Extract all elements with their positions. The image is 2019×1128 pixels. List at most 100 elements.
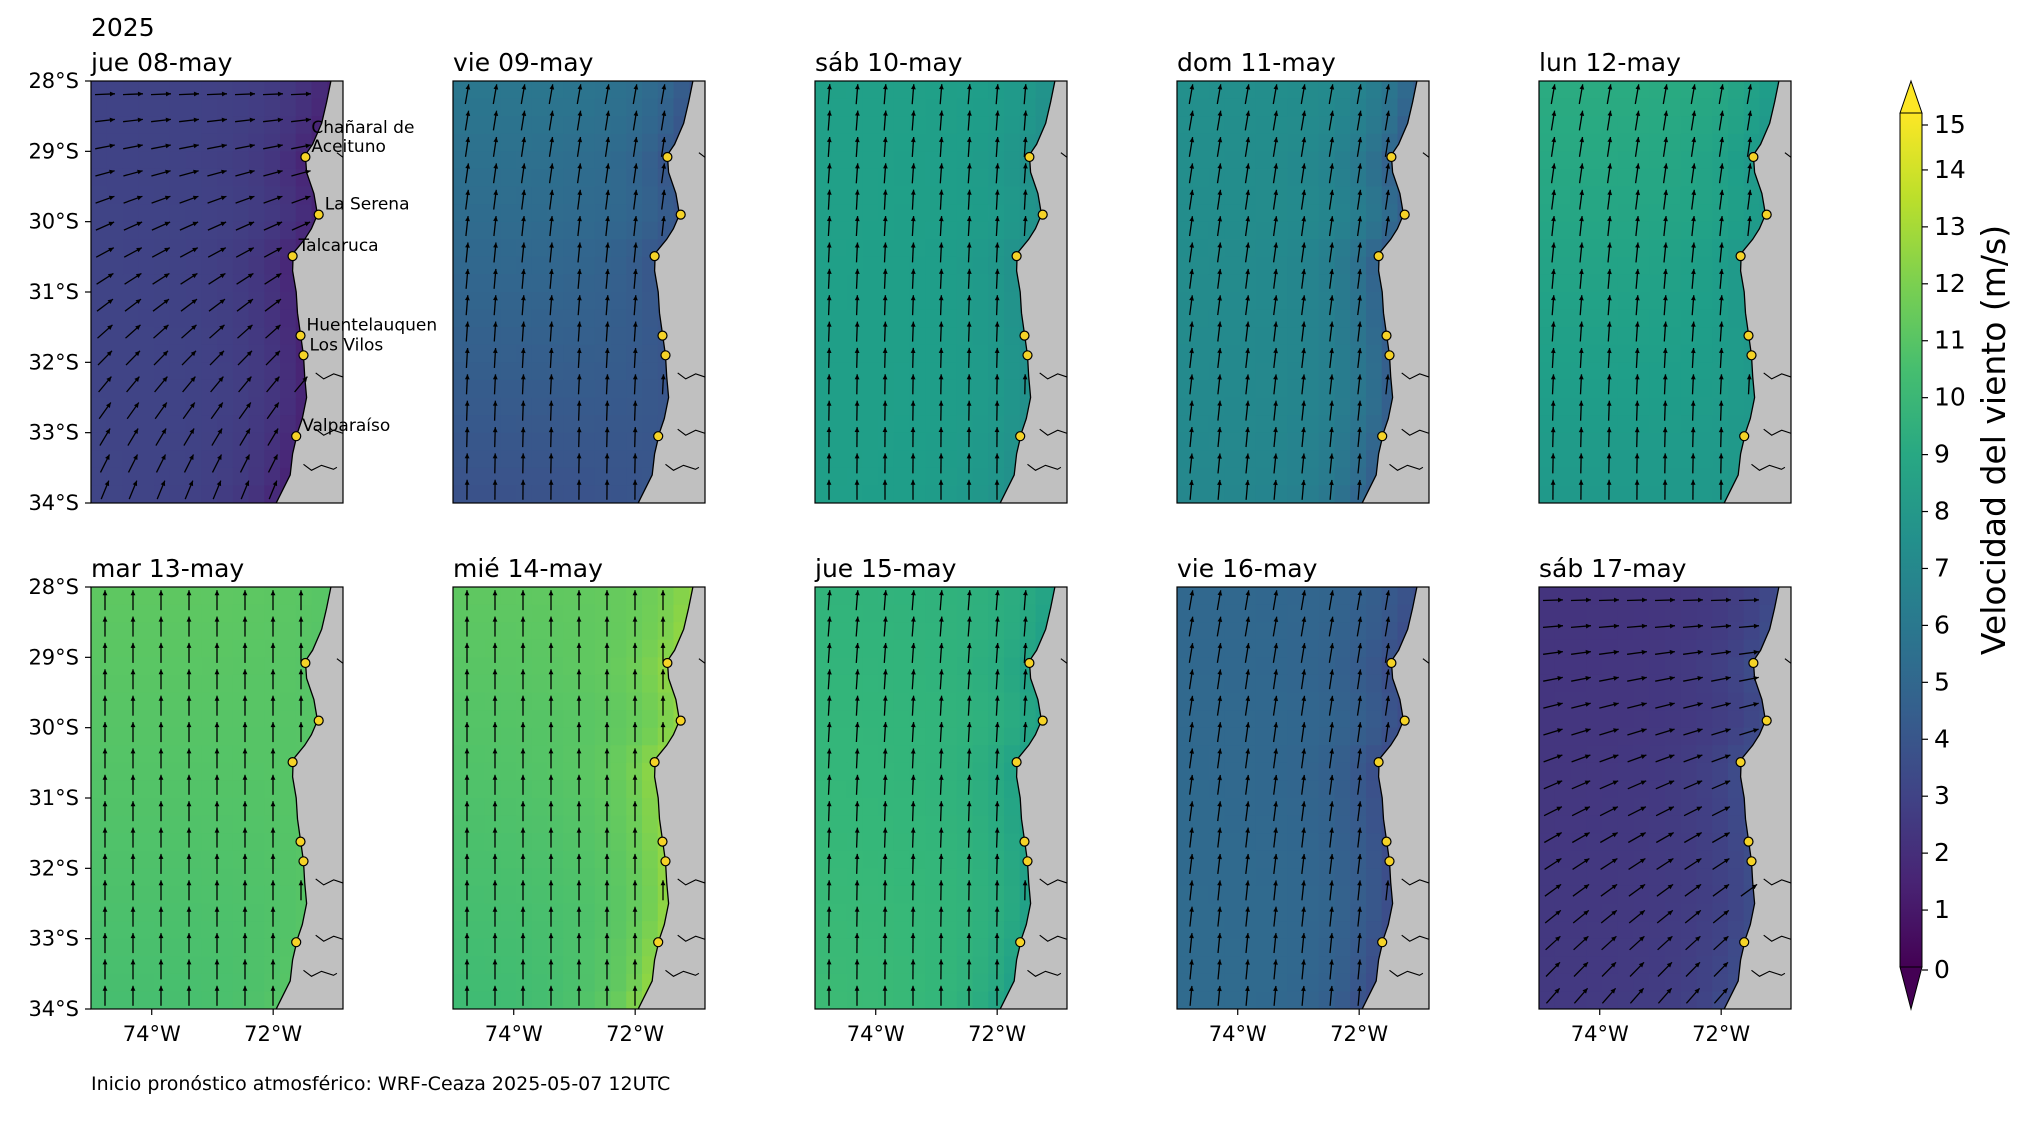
- wind-arrow-head: [548, 453, 554, 459]
- wind-speed-cell: [264, 485, 281, 503]
- wind-arrow-head: [158, 801, 164, 807]
- wind-speed-cell: [642, 362, 659, 381]
- wind-arrow-head: [910, 400, 916, 406]
- wind-arrow-head: [938, 137, 944, 143]
- wind-speed-cell: [830, 415, 848, 434]
- wind-arrow-head: [995, 669, 1000, 675]
- wind-arrow-head: [1606, 321, 1612, 327]
- wind-arrow-head: [102, 695, 108, 701]
- location-marker: [287, 757, 298, 768]
- wind-speed-cell: [972, 587, 989, 606]
- wind-speed-cell: [154, 991, 171, 1009]
- wind-arrow-head: [854, 400, 860, 406]
- wind-speed-cell: [484, 639, 501, 658]
- wind-speed-cell: [1004, 415, 1021, 434]
- wind-speed-cell: [1004, 186, 1021, 205]
- wind-arrow-head: [186, 669, 192, 675]
- wind-arrow-head: [577, 137, 583, 143]
- wind-speed-cell: [1586, 221, 1603, 240]
- wind-speed-cell: [972, 745, 989, 764]
- wind-speed-cell: [547, 379, 564, 399]
- wind-speed-cell: [531, 885, 549, 905]
- wind-speed-cell: [846, 204, 863, 223]
- wind-speed-cell: [878, 450, 895, 469]
- wind-speed-cell: [531, 587, 549, 606]
- wind-speed-cell: [563, 815, 580, 834]
- wind-arrow-head: [966, 722, 972, 728]
- wind-speed-cell: [563, 292, 580, 311]
- wind-speed-cell: [1255, 221, 1273, 240]
- wind-speed-cell: [122, 397, 139, 416]
- region-border: [1784, 152, 1791, 158]
- wind-speed-cell: [815, 710, 832, 729]
- wind-speed-cell: [815, 762, 832, 782]
- wind-arrow-head: [966, 242, 972, 248]
- wind-arrow-head: [464, 616, 470, 622]
- wind-speed-cell: [1255, 256, 1273, 276]
- wind-speed-cell: [468, 450, 486, 469]
- wind-speed-cell: [106, 868, 124, 887]
- wind-speed-cell: [1665, 221, 1682, 240]
- wind-speed-cell: [264, 256, 281, 276]
- wind-arrow-head: [660, 695, 666, 701]
- wind-speed-cell: [122, 798, 139, 817]
- wind-speed-cell: [138, 991, 155, 1009]
- wind-speed-cell: [925, 815, 942, 834]
- wind-speed-cell: [830, 239, 848, 258]
- wind-speed-cell: [862, 833, 879, 852]
- wind-arrow-head: [158, 695, 164, 701]
- wind-speed-cell: [972, 221, 989, 240]
- wind-speed-cell: [516, 710, 533, 729]
- wind-speed-cell: [232, 309, 250, 328]
- wind-arrow-head: [633, 137, 639, 143]
- wind-speed-cell: [217, 379, 234, 399]
- wind-arrow-head: [826, 453, 832, 459]
- wind-speed-cell: [956, 727, 974, 746]
- wind-speed-cell: [830, 256, 848, 276]
- wind-speed-cell: [1743, 204, 1761, 223]
- wind-speed-cell: [830, 204, 848, 223]
- wind-speed-cell: [610, 168, 627, 188]
- wind-speed-cell: [500, 850, 517, 869]
- wind-arrow-head: [214, 880, 220, 886]
- wind-speed-cell: [1649, 432, 1666, 451]
- wind-speed-cell: [264, 292, 281, 311]
- wind-speed-cell: [972, 780, 989, 799]
- wind-arrow-head: [521, 189, 527, 196]
- wind-speed-cell: [909, 798, 926, 817]
- wind-speed-cell: [500, 833, 517, 852]
- wind-speed-cell: [1665, 256, 1682, 276]
- wind-speed-cell: [862, 938, 879, 957]
- wind-speed-cell: [610, 956, 627, 975]
- wind-speed-cell: [1350, 98, 1367, 117]
- wind-speed-cell: [862, 221, 879, 240]
- wind-speed-cell: [91, 956, 108, 975]
- wind-speed-cell: [893, 485, 911, 503]
- wind-arrow-head: [910, 321, 916, 327]
- wind-arrow-head: [242, 959, 248, 965]
- wind-arrow-head: [520, 321, 526, 327]
- wind-speed-cell: [280, 850, 297, 869]
- wind-arrow-head: [548, 933, 554, 939]
- wind-arrow-head: [632, 774, 638, 780]
- region-border: [1039, 428, 1067, 436]
- wind-arrow-head: [214, 748, 220, 754]
- wind-speed-cell: [217, 850, 234, 869]
- wind-speed-cell: [201, 798, 218, 817]
- wind-speed-cell: [248, 292, 265, 311]
- wind-speed-cell: [138, 587, 155, 606]
- wind-speed-cell: [1586, 432, 1603, 451]
- wind-speed-cell: [579, 221, 596, 240]
- wind-arrow-head: [827, 669, 832, 675]
- wind-speed-cell: [91, 921, 108, 940]
- wind-speed-cell: [925, 239, 942, 258]
- wind-speed-cell: [563, 991, 580, 1009]
- wind-arrow-head: [967, 669, 972, 675]
- wind-speed-cell: [122, 292, 139, 311]
- wind-arrow-head: [186, 642, 192, 648]
- wind-speed-cell: [1649, 415, 1666, 434]
- wind-speed-cell: [1240, 467, 1257, 487]
- wind-speed-cell: [185, 81, 202, 100]
- wind-speed-cell: [201, 81, 218, 100]
